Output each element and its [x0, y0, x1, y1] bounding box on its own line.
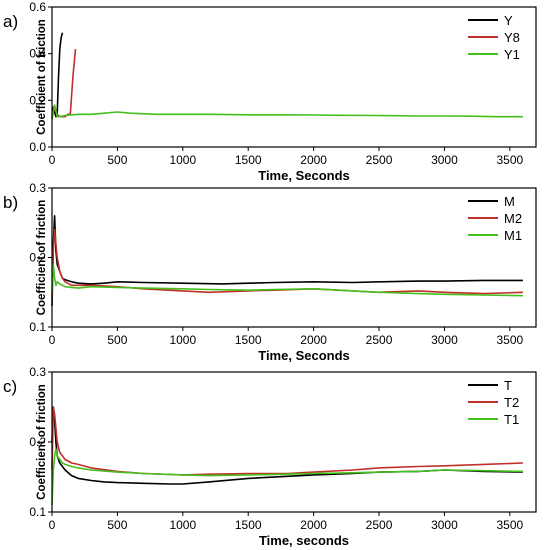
x-axis-label: Time, Seconds [258, 348, 350, 363]
legend-label-t1: T1 [504, 412, 519, 427]
y-tick-label: 0.3 [29, 365, 46, 379]
x-tick-label: 3500 [496, 333, 523, 347]
x-tick-label: 1500 [235, 518, 262, 532]
y-tick-label: 0.0 [29, 140, 46, 154]
x-tick-label: 0 [49, 333, 56, 347]
chart-panel-1: 0 500 1000 1500 2000 2500 3000 3500 0.0 0.2 0.4 0.6… [3, 0, 537, 183]
x-tick-label: 2500 [366, 518, 393, 532]
x-tick-label: 500 [107, 333, 127, 347]
plot-frame [51, 6, 537, 148]
x-tick-label: 1000 [169, 518, 196, 532]
x-tick-label: 3000 [431, 333, 458, 347]
legend-label-t2: T2 [504, 395, 519, 410]
series-line-t1 [51, 448, 523, 506]
x-tick-label: 1500 [235, 333, 262, 347]
chart-panel-2: 0 500 1000 1500 2000 2500 3000 3500 0.1 0.2 0.3 Tim… [3, 181, 537, 363]
x-tick-label: 2500 [366, 333, 393, 347]
legend-label-y8: Y8 [504, 30, 520, 45]
y-tick-label: 0.2 [29, 93, 46, 107]
y-axis-label: Coefficient of friction [36, 19, 48, 135]
legend-label-y: Y [504, 13, 513, 28]
legend-label-m2: M2 [504, 211, 522, 226]
x-tick-label: 3500 [496, 518, 523, 532]
x-tick-label: 2000 [300, 153, 327, 167]
y-tick-label: 0.2 [29, 435, 46, 449]
series-line-y1 [51, 104, 523, 120]
y-tick-label: 0.6 [29, 0, 46, 14]
x-tick-label: 1500 [235, 153, 262, 167]
x-tick-label: 3500 [496, 153, 523, 167]
x-tick-label: 0 [49, 518, 56, 532]
panel-label: c) [3, 377, 17, 396]
legend: M M2 M1 [468, 194, 522, 243]
y-tick-label: 0.2 [29, 251, 46, 265]
y-tick-label: 0.4 [29, 47, 46, 61]
x-tick-label: 500 [107, 518, 127, 532]
y-axis-label: Coefficient of friction [36, 200, 48, 316]
x-axis-label: Time, Seconds [258, 168, 350, 183]
x-tick-label: 2500 [366, 153, 393, 167]
series-line-m [51, 215, 523, 307]
chart-panel-3: 0 500 1000 1500 2000 2500 3000 3500 0.1 0.2 0.3 Tim… [3, 365, 537, 548]
series-line-m1 [51, 263, 523, 297]
x-tick-label: 3000 [431, 518, 458, 532]
x-tick-label: 2000 [300, 518, 327, 532]
x-tick-label: 2000 [300, 333, 327, 347]
legend: Y Y8 Y1 [468, 13, 520, 62]
y-axis-label: Coefficient of friction [36, 384, 48, 500]
panel-label: a) [3, 12, 18, 31]
legend-label-m1: M1 [504, 228, 522, 243]
legend-label-m: M [504, 194, 515, 209]
legend-label-t: T [504, 378, 512, 393]
x-tick-label: 1000 [169, 153, 196, 167]
legend-label-y1: Y1 [504, 47, 520, 62]
x-tick-label: 1000 [169, 333, 196, 347]
panel-label: b) [3, 193, 18, 212]
x-tick-label: 500 [107, 153, 127, 167]
y-tick-label: 0.1 [29, 320, 46, 334]
x-tick-label: 0 [49, 153, 56, 167]
y-tick-label: 0.1 [29, 505, 46, 519]
x-axis-label: Time, seconds [259, 533, 349, 548]
x-tick-label: 3000 [431, 153, 458, 167]
y-tick-label: 0.3 [29, 181, 46, 195]
legend: T T2 T1 [468, 378, 519, 427]
